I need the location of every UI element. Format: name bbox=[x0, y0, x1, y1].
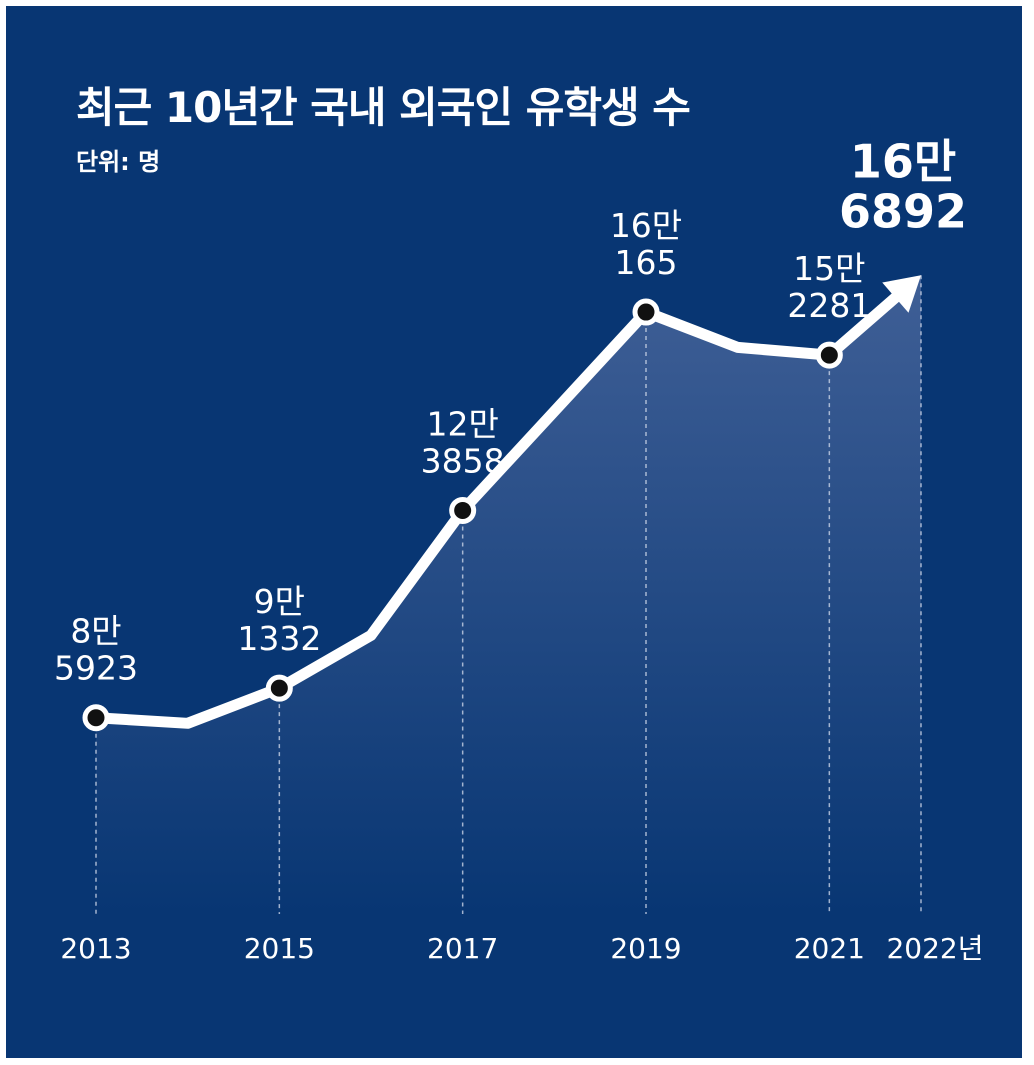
chart-panel: 8만 5923 9만 1332 12만 3858 16만 165 15만 2281 16만 6892 2… bbox=[6, 6, 1022, 1058]
data-label-2017-line2: 3858 bbox=[421, 441, 505, 480]
series-line bbox=[90, 285, 909, 729]
data-label-2013-line2: 5923 bbox=[54, 649, 138, 688]
data-label-2019-line1: 16만 bbox=[610, 206, 682, 245]
data-label-2021-line2: 2281 bbox=[787, 286, 871, 325]
data-point-2017 bbox=[449, 496, 477, 524]
data-label-2015-line2: 1332 bbox=[237, 619, 321, 658]
x-tick-label-2019: 2019 bbox=[610, 932, 681, 965]
data-point-2021 bbox=[815, 341, 843, 369]
x-tick-label-2021: 2021 bbox=[794, 932, 865, 965]
x-tick-label-2015: 2015 bbox=[244, 932, 315, 965]
area-fill bbox=[96, 275, 921, 914]
data-label-2022-line1: 16만 bbox=[850, 134, 956, 188]
x-tick-label-2017: 2017 bbox=[427, 932, 498, 965]
data-point-2013 bbox=[82, 704, 110, 732]
data-label-2021-line1: 15만 bbox=[793, 249, 865, 288]
data-label-2022-line2: 6892 bbox=[839, 184, 967, 238]
unit-label: 단위: 명 bbox=[76, 148, 161, 176]
x-tick-label-2013: 2013 bbox=[60, 932, 131, 965]
arrow-head bbox=[882, 275, 921, 313]
data-point-2015 bbox=[265, 674, 293, 702]
data-label-2019-line2: 165 bbox=[615, 243, 678, 282]
chart-title: 최근 10년간 국내 외국인 유학생 수 bbox=[76, 83, 691, 132]
data-label-2015-line1: 9만 bbox=[254, 582, 305, 621]
data-point-2019 bbox=[632, 298, 660, 326]
x-tick-label-2022: 2022년 bbox=[886, 932, 983, 965]
data-label-2017-line1: 12만 bbox=[426, 404, 498, 443]
data-label-2013-line1: 8만 bbox=[70, 612, 121, 651]
